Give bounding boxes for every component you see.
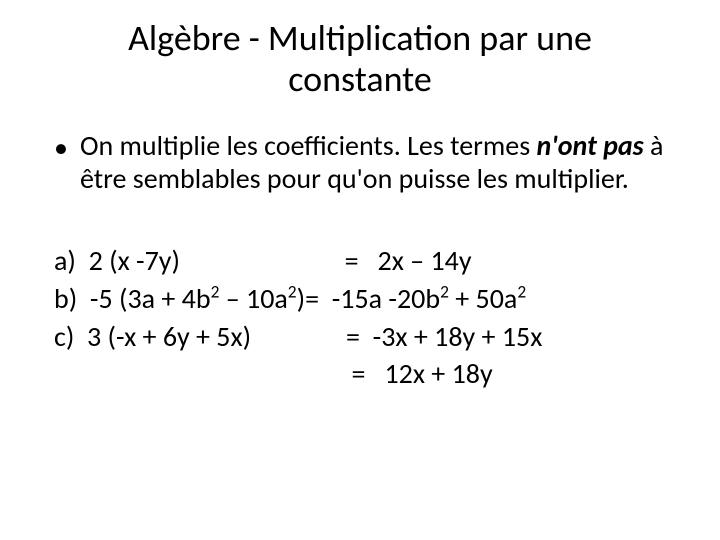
lhs-a: 2 (x -7y) [89, 243, 180, 278]
slide: Algèbre - Multiplication par une constan… [0, 0, 720, 540]
rhs-b-1: -15a -20b [332, 281, 440, 316]
sp-d [365, 356, 384, 391]
sup-b-3: 2 [440, 280, 449, 302]
pad-d [54, 356, 352, 391]
sup-b-4: 2 [517, 280, 526, 302]
rhs-b-2: + 50a [449, 281, 517, 316]
pad [74, 319, 87, 354]
gap-a [180, 243, 345, 278]
rhs-d: 12x + 18y [384, 356, 492, 391]
bullet-text: On multiplie les coefficients. Les terme… [80, 129, 684, 196]
lhs-c: 3 (-x + 6y + 5x) [87, 319, 251, 354]
sup-b-2: 2 [288, 280, 297, 302]
example-c-line2: = 12x + 18y [54, 355, 684, 393]
sp-c [360, 319, 373, 354]
label-a: a) [54, 243, 76, 278]
example-c: c) 3 (-x + 6y + 5x) = -3x + 18y + 15x [54, 318, 684, 356]
bullet-emph: n'ont pas [536, 128, 643, 163]
bullet-marker: • [54, 131, 68, 165]
eq-c: = [346, 319, 360, 354]
eq-a: = [345, 243, 359, 278]
bullet-row: • On multiplie les coefficients. Les ter… [54, 129, 684, 196]
label-c: c) [54, 319, 74, 354]
eq-d: = [352, 356, 366, 391]
bullet-seg1: On multiplie les coefficients. Les terme… [80, 128, 537, 163]
lhs-b-2: – 10a [219, 281, 287, 316]
lhs-b-1: -5 (3a + 4b [90, 281, 211, 316]
slide-title: Algèbre - Multiplication par une constan… [36, 18, 684, 101]
intro-bullet: • On multiplie les coefficients. Les ter… [54, 129, 684, 196]
sp-b [319, 281, 332, 316]
sp-a [359, 243, 378, 278]
lhs-b-3: )= [297, 281, 319, 316]
example-b: b) -5 (3a + 4b2 – 10a2)= -15a -20b2 + 50… [54, 280, 684, 318]
pad [76, 243, 89, 278]
label-b: b) [54, 281, 77, 316]
pad [77, 281, 90, 316]
rhs-a: 2x – 14y [378, 243, 472, 278]
example-a: a) 2 (x -7y) = 2x – 14y [54, 242, 684, 280]
rhs-c: -3x + 18y + 15x [373, 319, 543, 354]
gap-c [251, 319, 346, 354]
examples-list: a) 2 (x -7y) = 2x – 14y b) -5 (3a + 4b2 … [54, 242, 684, 393]
